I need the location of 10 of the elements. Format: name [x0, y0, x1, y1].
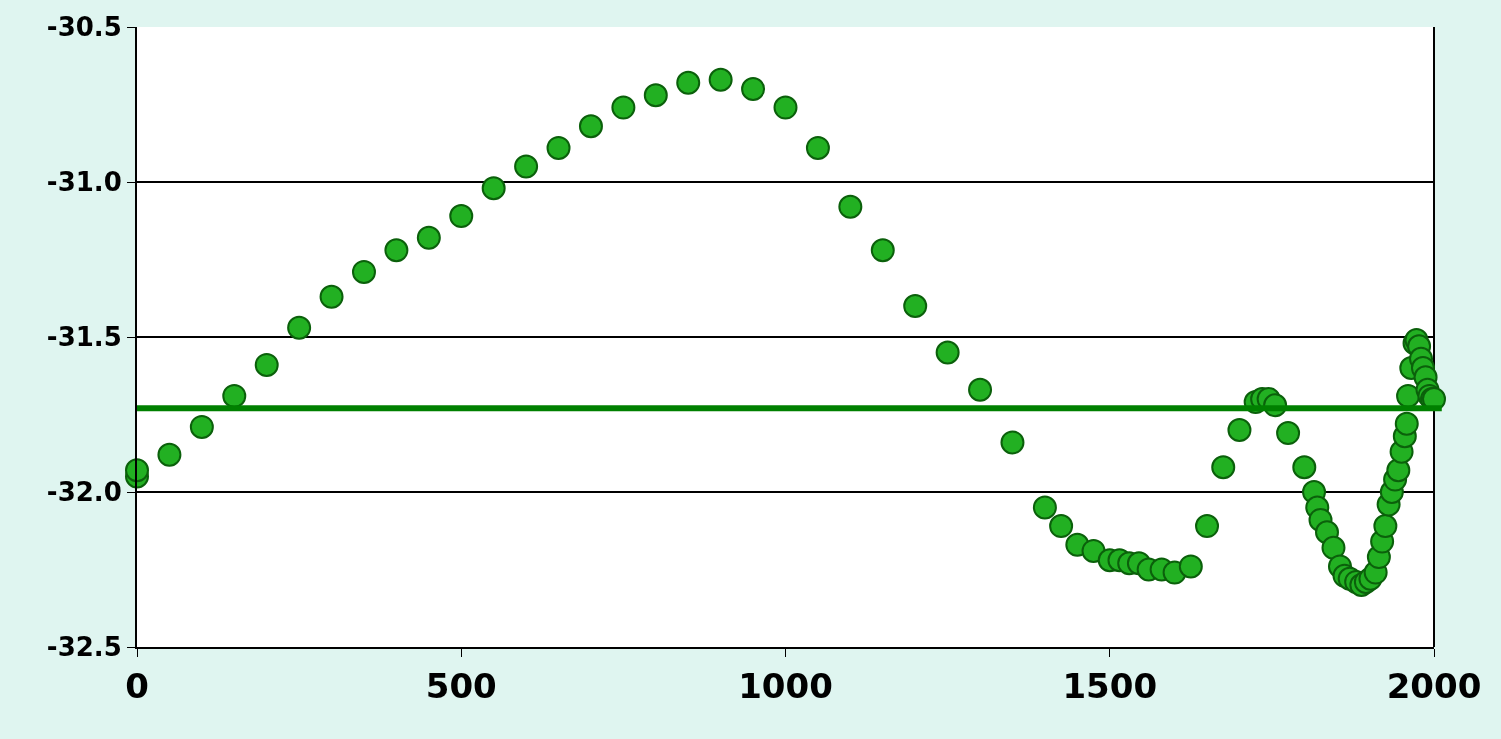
x-tick-label: 2000 — [1386, 665, 1482, 706]
y-tick-label: -32.0 — [46, 477, 122, 508]
x-tick-label: 500 — [425, 665, 497, 706]
y-tick-label: -30.5 — [46, 12, 122, 43]
y-tick-label: -31.0 — [46, 167, 122, 198]
x-tick-label: 1000 — [738, 665, 833, 706]
x-tick-label: 0 — [125, 665, 149, 706]
y-tick-label: -31.5 — [46, 322, 122, 353]
x-tick-label: 1500 — [1062, 665, 1158, 706]
y-tick-label: -32.5 — [46, 632, 122, 663]
